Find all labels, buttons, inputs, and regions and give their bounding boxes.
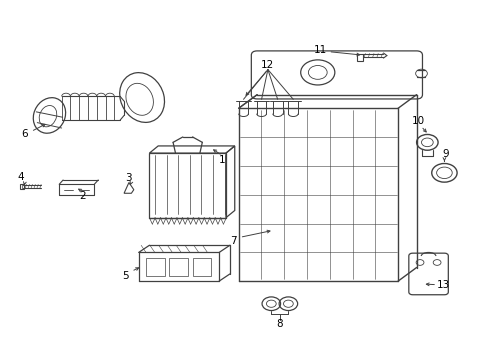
Text: 7: 7 (230, 236, 237, 246)
Text: 3: 3 (125, 173, 131, 183)
Text: 1: 1 (219, 155, 225, 165)
Text: 12: 12 (261, 59, 274, 69)
Bar (192, 258, 211, 276)
Text: 5: 5 (122, 271, 128, 281)
Bar (146, 258, 164, 276)
Text: 13: 13 (436, 280, 449, 290)
Text: 4: 4 (18, 172, 24, 182)
Text: 11: 11 (313, 45, 326, 55)
Bar (20, 184, 24, 189)
Text: 10: 10 (411, 116, 424, 126)
Text: 9: 9 (441, 149, 448, 159)
Text: 8: 8 (276, 319, 283, 329)
Text: 6: 6 (21, 129, 27, 139)
Bar (169, 258, 187, 276)
Bar (356, 54, 362, 61)
Text: 2: 2 (79, 191, 86, 201)
